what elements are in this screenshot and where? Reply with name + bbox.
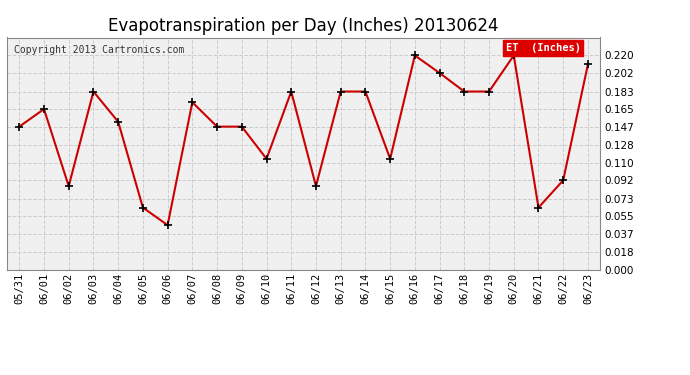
Text: Copyright 2013 Cartronics.com: Copyright 2013 Cartronics.com: [14, 45, 184, 55]
Text: ET  (Inches): ET (Inches): [506, 43, 581, 53]
Title: Evapotranspiration per Day (Inches) 20130624: Evapotranspiration per Day (Inches) 2013…: [108, 16, 499, 34]
